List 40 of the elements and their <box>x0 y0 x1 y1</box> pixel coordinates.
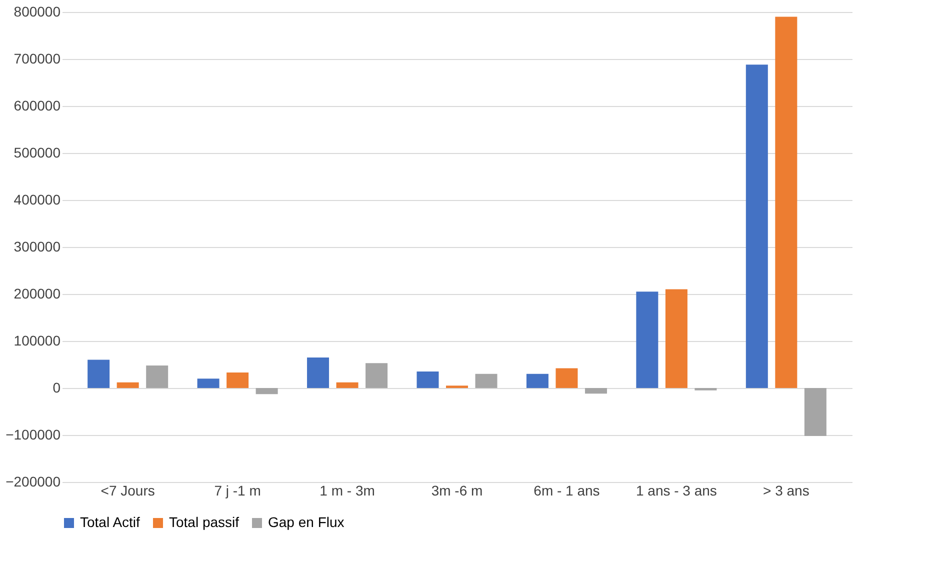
bar <box>526 374 548 388</box>
legend-label: Total Actif <box>80 514 140 530</box>
bar <box>584 388 607 394</box>
x-tick-label: > 3 ans <box>763 482 810 498</box>
y-tick-label: −200000 <box>6 474 61 490</box>
bar <box>336 382 358 388</box>
bar <box>88 360 110 388</box>
bar <box>475 374 498 388</box>
bar <box>636 292 658 388</box>
y-tick-label: 200000 <box>14 286 61 302</box>
legend-label: Gap en Flux <box>268 514 344 530</box>
bar <box>556 368 578 388</box>
bar <box>746 64 768 388</box>
bar <box>197 378 220 388</box>
y-tick-label: 800000 <box>14 4 61 20</box>
y-tick-label: 0 <box>52 380 61 396</box>
bar <box>804 388 826 436</box>
bar <box>366 363 388 388</box>
bar <box>146 365 168 388</box>
bar <box>226 372 249 388</box>
bar <box>256 388 278 394</box>
x-tick-label: 1 m - 3m <box>320 482 375 498</box>
legend-label: Total passif <box>169 514 240 530</box>
bar <box>307 357 330 388</box>
bar <box>416 372 439 388</box>
y-tick-label: 500000 <box>14 144 61 160</box>
x-tick-label: 7 j -1 m <box>214 482 261 498</box>
y-tick-label: 600000 <box>14 98 61 114</box>
x-tick-label: 6m - 1 ans <box>534 482 600 498</box>
y-tick-label: 400000 <box>14 192 61 208</box>
bar <box>775 16 798 388</box>
y-tick-label: 300000 <box>14 238 61 254</box>
y-tick-label: 100000 <box>14 332 61 348</box>
x-tick-label: <7 Jours <box>100 482 155 498</box>
x-tick-label: 3m -6 m <box>431 482 483 498</box>
y-tick-label: 700000 <box>14 50 61 66</box>
y-tick-label: −100000 <box>6 426 61 442</box>
bar <box>116 382 139 388</box>
bar <box>665 289 688 388</box>
x-tick-label: 1 ans - 3 ans <box>636 482 717 498</box>
